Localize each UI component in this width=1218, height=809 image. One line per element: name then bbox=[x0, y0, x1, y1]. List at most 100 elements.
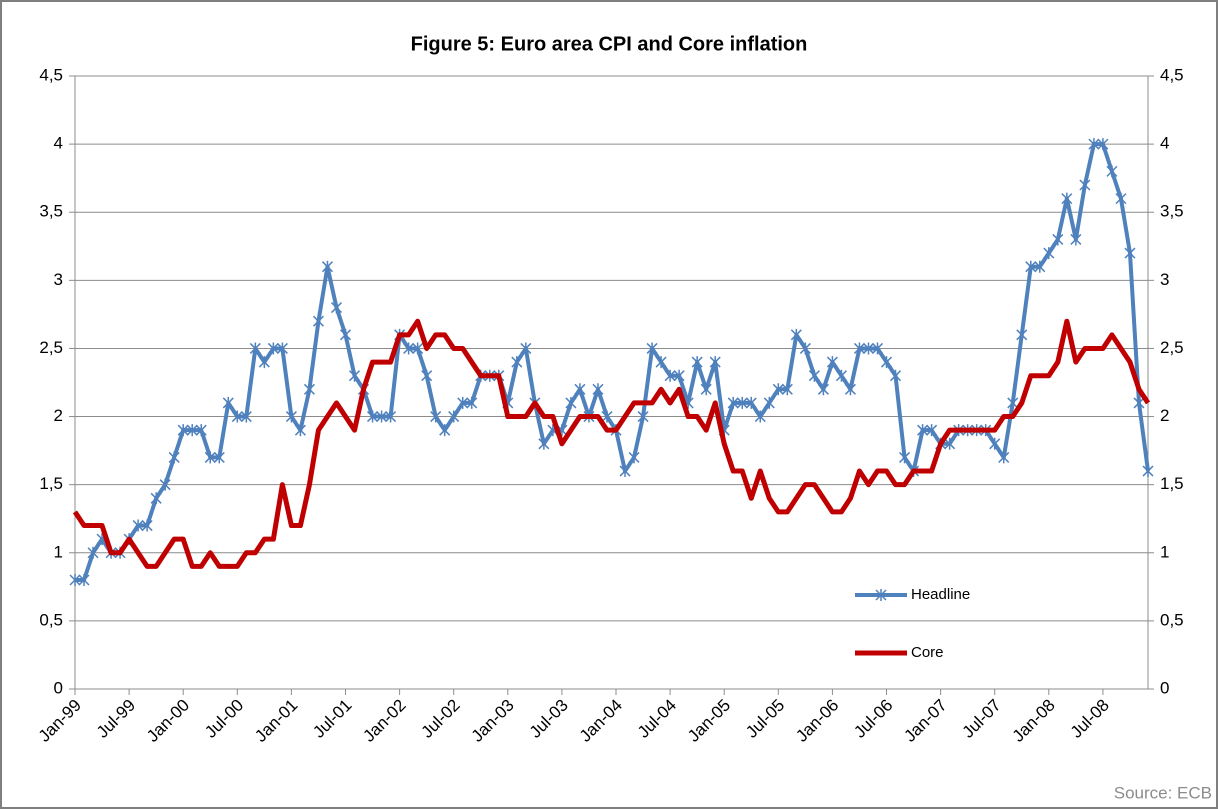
point-marker bbox=[926, 424, 938, 437]
point-marker bbox=[520, 342, 532, 355]
point-marker bbox=[619, 465, 631, 478]
point-marker bbox=[466, 396, 478, 409]
y2-tick-label: 0,5 bbox=[1160, 610, 1184, 629]
point-marker bbox=[168, 451, 180, 464]
point-marker bbox=[294, 424, 306, 437]
point-marker bbox=[817, 383, 829, 396]
point-marker bbox=[186, 424, 198, 437]
point-marker bbox=[403, 342, 415, 355]
point-marker bbox=[880, 356, 893, 369]
point-marker bbox=[700, 383, 712, 396]
point-marker bbox=[736, 396, 748, 409]
point-marker bbox=[655, 356, 667, 369]
point-marker bbox=[917, 424, 929, 437]
point-marker bbox=[249, 342, 261, 355]
point-marker bbox=[673, 369, 685, 382]
point-marker bbox=[385, 410, 397, 423]
point-marker bbox=[899, 451, 911, 464]
point-marker bbox=[1133, 396, 1145, 409]
point-marker bbox=[745, 396, 757, 409]
point-marker bbox=[1097, 138, 1109, 151]
point-marker bbox=[267, 342, 279, 355]
y-tick-label: 2,5 bbox=[39, 338, 63, 357]
point-marker bbox=[1034, 260, 1046, 273]
point-marker bbox=[421, 369, 433, 382]
point-marker bbox=[853, 342, 865, 355]
point-marker bbox=[285, 410, 297, 423]
point-marker bbox=[213, 451, 225, 464]
point-marker bbox=[637, 410, 649, 423]
point-marker bbox=[348, 369, 361, 382]
point-marker bbox=[303, 383, 315, 396]
point-marker bbox=[727, 396, 739, 409]
y-tick-label: 2 bbox=[54, 406, 63, 425]
point-marker bbox=[989, 437, 1001, 450]
point-marker bbox=[691, 356, 703, 369]
point-marker bbox=[367, 410, 379, 423]
y-tick-label: 4 bbox=[54, 134, 63, 153]
point-marker bbox=[565, 396, 577, 409]
point-marker bbox=[664, 369, 676, 382]
source-note: Source: ECB bbox=[1114, 783, 1212, 802]
y2-tick-label: 1,5 bbox=[1160, 474, 1184, 493]
point-marker bbox=[1061, 192, 1073, 205]
point-marker bbox=[763, 396, 775, 409]
y-tick-label: 4,5 bbox=[39, 65, 63, 84]
point-marker bbox=[457, 396, 469, 409]
y-tick-label: 1 bbox=[54, 542, 63, 561]
y2-tick-label: 2,5 bbox=[1160, 338, 1184, 357]
point-marker bbox=[574, 383, 586, 396]
point-marker bbox=[1016, 328, 1028, 341]
point-marker bbox=[844, 383, 856, 396]
point-marker bbox=[538, 437, 550, 450]
point-marker bbox=[826, 356, 838, 369]
point-marker bbox=[808, 369, 820, 382]
point-marker bbox=[998, 451, 1010, 464]
y2-tick-label: 3 bbox=[1160, 270, 1169, 289]
point-marker bbox=[871, 342, 884, 355]
point-marker bbox=[430, 410, 442, 423]
point-marker bbox=[448, 410, 460, 423]
point-marker bbox=[78, 574, 90, 587]
y-tick-label: 3 bbox=[54, 270, 63, 289]
point-marker bbox=[790, 328, 802, 341]
point-marker bbox=[69, 574, 81, 587]
point-marker bbox=[1043, 247, 1055, 260]
point-marker bbox=[601, 410, 613, 423]
point-marker bbox=[628, 451, 640, 464]
point-marker bbox=[709, 356, 721, 369]
plot-area bbox=[74, 75, 1149, 690]
legend-label: Core bbox=[911, 644, 944, 661]
point-marker bbox=[222, 396, 234, 409]
y-tick-label: 0 bbox=[54, 678, 63, 697]
point-marker bbox=[646, 342, 658, 355]
point-marker bbox=[412, 342, 424, 355]
point-marker bbox=[195, 424, 207, 437]
point-marker bbox=[1115, 192, 1127, 205]
point-marker bbox=[204, 451, 216, 464]
y2-tick-label: 0 bbox=[1160, 678, 1169, 697]
point-marker bbox=[87, 546, 99, 559]
y-tick-label: 1,5 bbox=[39, 474, 63, 493]
point-marker bbox=[339, 328, 352, 341]
y-tick-label: 3,5 bbox=[39, 202, 63, 221]
point-marker bbox=[835, 369, 847, 382]
point-marker bbox=[1088, 138, 1100, 151]
y2-tick-label: 3,5 bbox=[1160, 202, 1184, 221]
chart-title: Figure 5: Euro area CPI and Core inflati… bbox=[411, 33, 808, 55]
point-marker bbox=[150, 492, 162, 505]
point-marker bbox=[592, 383, 604, 396]
point-marker bbox=[321, 260, 334, 273]
point-marker bbox=[781, 383, 793, 396]
point-marker bbox=[312, 315, 324, 328]
point-marker bbox=[240, 410, 252, 423]
y-tick-label: 0,5 bbox=[39, 610, 63, 629]
point-marker bbox=[772, 383, 784, 396]
legend-marker bbox=[875, 589, 887, 601]
point-marker bbox=[376, 410, 388, 423]
y2-tick-label: 4,5 bbox=[1160, 65, 1184, 84]
point-marker bbox=[1070, 233, 1082, 246]
point-marker bbox=[1007, 396, 1019, 409]
point-marker bbox=[862, 342, 875, 355]
y2-tick-label: 2 bbox=[1160, 406, 1169, 425]
